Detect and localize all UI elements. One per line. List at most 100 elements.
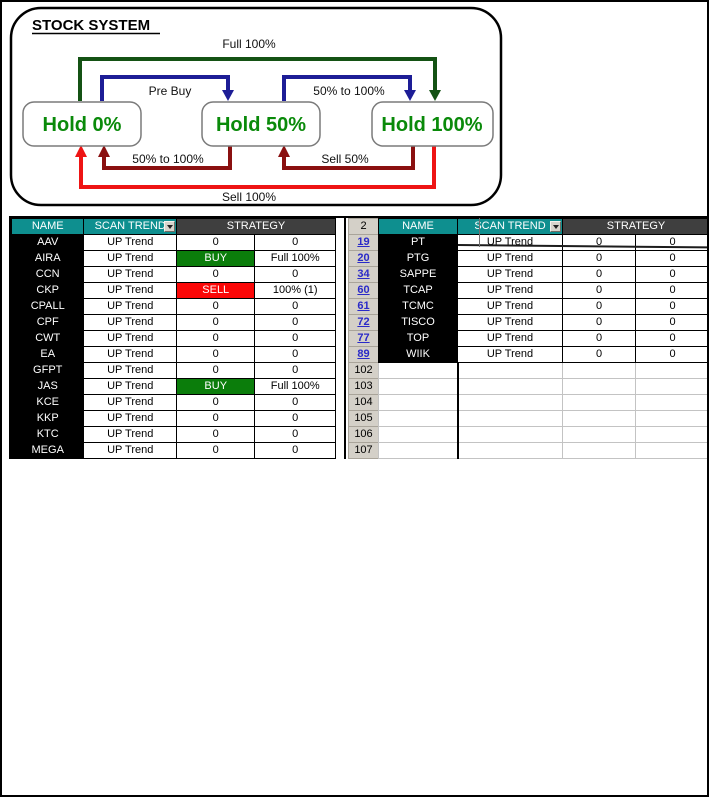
strategy-detail-cell[interactable]: 0	[634, 314, 707, 331]
row-number[interactable]: 20	[348, 250, 379, 267]
left-scan-trend-header[interactable]: SCAN TREND	[83, 218, 177, 235]
stock-name-cell[interactable]: CKP	[10, 282, 85, 299]
right-name-header[interactable]: NAME	[378, 218, 458, 235]
strategy-detail-cell[interactable]: 0	[634, 330, 707, 347]
scan-trend-cell[interactable]	[457, 426, 563, 443]
stock-name-cell[interactable]: SAPPE	[378, 266, 458, 283]
scan-trend-cell[interactable]	[457, 410, 563, 427]
strategy-signal-cell[interactable]: 0	[175, 234, 256, 251]
strategy-signal-cell[interactable]	[562, 442, 636, 459]
strategy-detail-cell[interactable]	[634, 378, 707, 395]
stock-name-cell[interactable]: KTC	[10, 426, 85, 443]
right-strategy-header[interactable]: STRATEGY	[561, 218, 707, 235]
strategy-detail-cell[interactable]: 0	[254, 442, 336, 459]
scan-trend-cell[interactable]: UP Trend	[83, 314, 177, 331]
scan-trend-cell[interactable]: UP Trend	[457, 250, 563, 267]
row-number[interactable]: 104	[348, 394, 379, 411]
strategy-detail-cell[interactable]: 0	[254, 298, 336, 315]
stock-name-cell[interactable]: JAS	[10, 378, 85, 395]
strategy-detail-cell[interactable]: 0	[634, 298, 707, 315]
row-number[interactable]: 77	[348, 330, 379, 347]
row-number[interactable]: 107	[348, 442, 379, 459]
row-number[interactable]: 103	[348, 378, 379, 395]
scan-trend-cell[interactable]: UP Trend	[83, 282, 177, 299]
row-number[interactable]: 89	[348, 346, 379, 363]
row-number[interactable]: 102	[348, 362, 379, 379]
scan-trend-cell[interactable]	[457, 394, 563, 411]
scan-trend-cell[interactable]: UP Trend	[457, 234, 563, 251]
stock-name-cell[interactable]: TISCO	[378, 314, 458, 331]
strategy-detail-cell[interactable]: 0	[254, 330, 336, 347]
strategy-signal-cell[interactable]: 0	[175, 298, 256, 315]
strategy-detail-cell[interactable]: 0	[254, 266, 336, 283]
row-number[interactable]: 105	[348, 410, 379, 427]
scan-trend-cell[interactable]: UP Trend	[457, 314, 563, 331]
stock-name-cell[interactable]: AIRA	[10, 250, 85, 267]
strategy-signal-cell[interactable]	[562, 410, 636, 427]
strategy-detail-cell[interactable]: 0	[634, 266, 707, 283]
strategy-signal-cell[interactable]	[562, 362, 636, 379]
right-scan-trend-header[interactable]: SCAN TREND	[457, 218, 563, 235]
strategy-detail-cell[interactable]: 100% (1)	[254, 282, 336, 299]
row-number[interactable]: 60	[348, 282, 379, 299]
stock-name-cell[interactable]: GFPT	[10, 362, 85, 379]
strategy-signal-cell[interactable]	[562, 378, 636, 395]
strategy-signal-cell[interactable]: 0	[175, 314, 256, 331]
strategy-detail-cell[interactable]: Full 100%	[254, 250, 336, 267]
stock-name-cell[interactable]: AAV	[10, 234, 85, 251]
scan-trend-cell[interactable]: UP Trend	[83, 442, 177, 459]
strategy-signal-cell[interactable]: 0	[175, 266, 256, 283]
scan-trend-cell[interactable]: UP Trend	[83, 362, 177, 379]
strategy-detail-cell[interactable]: 0	[254, 394, 336, 411]
scan-trend-cell[interactable]	[457, 378, 563, 395]
row-number[interactable]: 34	[348, 266, 379, 283]
strategy-detail-cell[interactable]	[634, 394, 707, 411]
stock-name-cell[interactable]: PT	[378, 234, 458, 251]
stock-name-cell[interactable]: CPALL	[10, 298, 85, 315]
scan-trend-cell[interactable]: UP Trend	[83, 234, 177, 251]
stock-name-cell[interactable]: PTG	[378, 250, 458, 267]
strategy-signal-cell[interactable]: 0	[562, 266, 636, 283]
autofilter-button-icon[interactable]	[550, 221, 561, 232]
scan-trend-cell[interactable]	[457, 442, 563, 459]
scan-trend-cell[interactable]: UP Trend	[457, 282, 563, 299]
scan-trend-cell[interactable]: UP Trend	[83, 346, 177, 363]
stock-name-cell[interactable]: CCN	[10, 266, 85, 283]
scan-trend-cell[interactable]: UP Trend	[83, 426, 177, 443]
row-number[interactable]: 19	[348, 234, 379, 251]
strategy-signal-cell[interactable]: SELL	[175, 282, 256, 299]
strategy-detail-cell[interactable]	[634, 362, 707, 379]
stock-name-cell[interactable]	[378, 378, 459, 395]
left-name-header[interactable]: NAME	[10, 218, 85, 235]
stock-name-cell[interactable]: TCMC	[378, 298, 458, 315]
strategy-signal-cell[interactable]: 0	[175, 442, 256, 459]
autofilter-button-icon[interactable]	[164, 221, 175, 232]
stock-name-cell[interactable]: WIIK	[378, 346, 458, 363]
strategy-detail-cell[interactable]: 0	[634, 282, 707, 299]
strategy-signal-cell[interactable]: 0	[562, 282, 636, 299]
strategy-detail-cell[interactable]: 0	[254, 410, 336, 427]
strategy-signal-cell[interactable]	[562, 394, 636, 411]
strategy-detail-cell[interactable]: 0	[254, 314, 336, 331]
strategy-detail-cell[interactable]: 0	[634, 250, 707, 267]
strategy-detail-cell[interactable]: 0	[254, 362, 336, 379]
scan-trend-cell[interactable]: UP Trend	[457, 266, 563, 283]
scan-trend-cell[interactable]: UP Trend	[83, 298, 177, 315]
strategy-signal-cell[interactable]: 0	[175, 394, 256, 411]
strategy-signal-cell[interactable]: BUY	[175, 378, 256, 395]
scan-trend-cell[interactable]: UP Trend	[83, 410, 177, 427]
stock-name-cell[interactable]: KKP	[10, 410, 85, 427]
strategy-signal-cell[interactable]: 0	[175, 362, 256, 379]
strategy-signal-cell[interactable]: 0	[175, 410, 256, 427]
strategy-detail-cell[interactable]: 0	[254, 346, 336, 363]
left-strategy-header[interactable]: STRATEGY	[176, 218, 336, 235]
strategy-signal-cell[interactable]: 0	[562, 234, 636, 251]
row-number[interactable]: 61	[348, 298, 379, 315]
strategy-signal-cell[interactable]: BUY	[175, 250, 256, 267]
strategy-detail-cell[interactable]	[634, 442, 707, 459]
row-number[interactable]: 106	[348, 426, 379, 443]
strategy-signal-cell[interactable]: 0	[562, 298, 636, 315]
strategy-signal-cell[interactable]: 0	[175, 346, 256, 363]
stock-name-cell[interactable]: CPF	[10, 314, 85, 331]
stock-name-cell[interactable]: KCE	[10, 394, 85, 411]
